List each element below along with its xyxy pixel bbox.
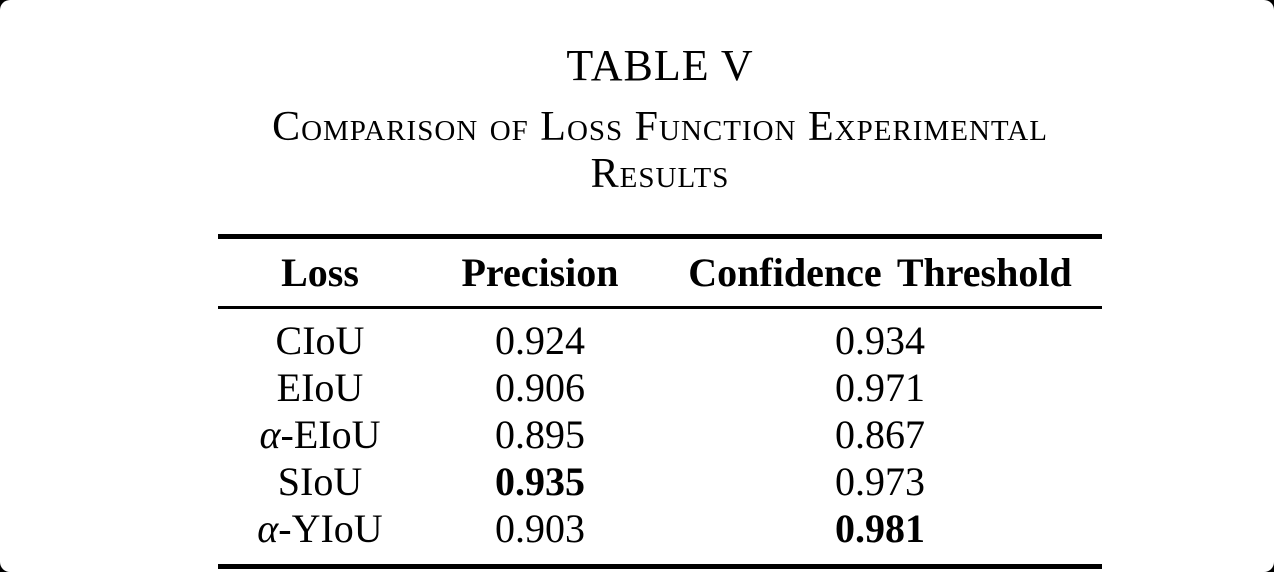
col-header-loss: Loss — [218, 236, 422, 309]
precision-cell: 0.924 — [495, 317, 585, 363]
confidence-threshold-cell: 0.934 — [835, 317, 925, 363]
confidence-threshold-cell: 0.867 — [835, 411, 925, 457]
precision-cell: 0.906 — [495, 364, 585, 410]
table-row: α-YIoU 0.903 0.981 — [218, 505, 1102, 567]
precision-cell: 0.935 — [495, 458, 585, 504]
loss-name-text: -YIoU — [278, 505, 383, 551]
table-title: Comparison of Loss Function Experimental… — [272, 104, 1048, 197]
loss-name-text: -EIoU — [280, 411, 381, 457]
loss-name-cell: EIoU — [218, 364, 422, 411]
table-row: SIoU 0.935 0.973 — [218, 458, 1102, 505]
col-header-confidence-threshold: Confidence Threshold — [658, 236, 1102, 309]
header-row: Loss Precision Confidence Threshold — [218, 236, 1102, 309]
loss-name-text: EIoU — [276, 364, 364, 410]
loss-name-text: SIoU — [277, 458, 363, 504]
table-row: CIoU 0.924 0.934 — [218, 307, 1102, 364]
table-row: EIoU 0.906 0.971 — [218, 364, 1102, 411]
precision-cell: 0.903 — [495, 505, 585, 551]
loss-name-cell: α-YIoU — [218, 505, 422, 567]
confidence-threshold-cell: 0.971 — [835, 364, 925, 410]
alpha-symbol: α — [257, 505, 279, 551]
loss-name-text: CIoU — [275, 317, 365, 363]
table-row: α-EIoU 0.895 0.867 — [218, 411, 1102, 458]
col-header-precision: Precision — [422, 236, 658, 309]
table-figure: TABLE V Comparison of Loss Function Expe… — [218, 0, 1102, 569]
table-body: CIoU 0.924 0.934 EIoU 0.906 0.971 α-EIoU 0.895 0… — [218, 307, 1102, 566]
loss-name-cell: α-EIoU — [218, 411, 422, 458]
confidence-threshold-cell: 0.981 — [835, 505, 925, 551]
loss-name-cell: CIoU — [218, 307, 422, 364]
confidence-threshold-cell: 0.973 — [835, 458, 925, 504]
loss-name-cell: SIoU — [218, 458, 422, 505]
alpha-symbol: α — [259, 411, 281, 457]
precision-cell: 0.895 — [495, 411, 585, 457]
results-table: Loss Precision Confidence Threshold CIoU… — [218, 233, 1102, 569]
table-number: TABLE V — [566, 41, 754, 90]
